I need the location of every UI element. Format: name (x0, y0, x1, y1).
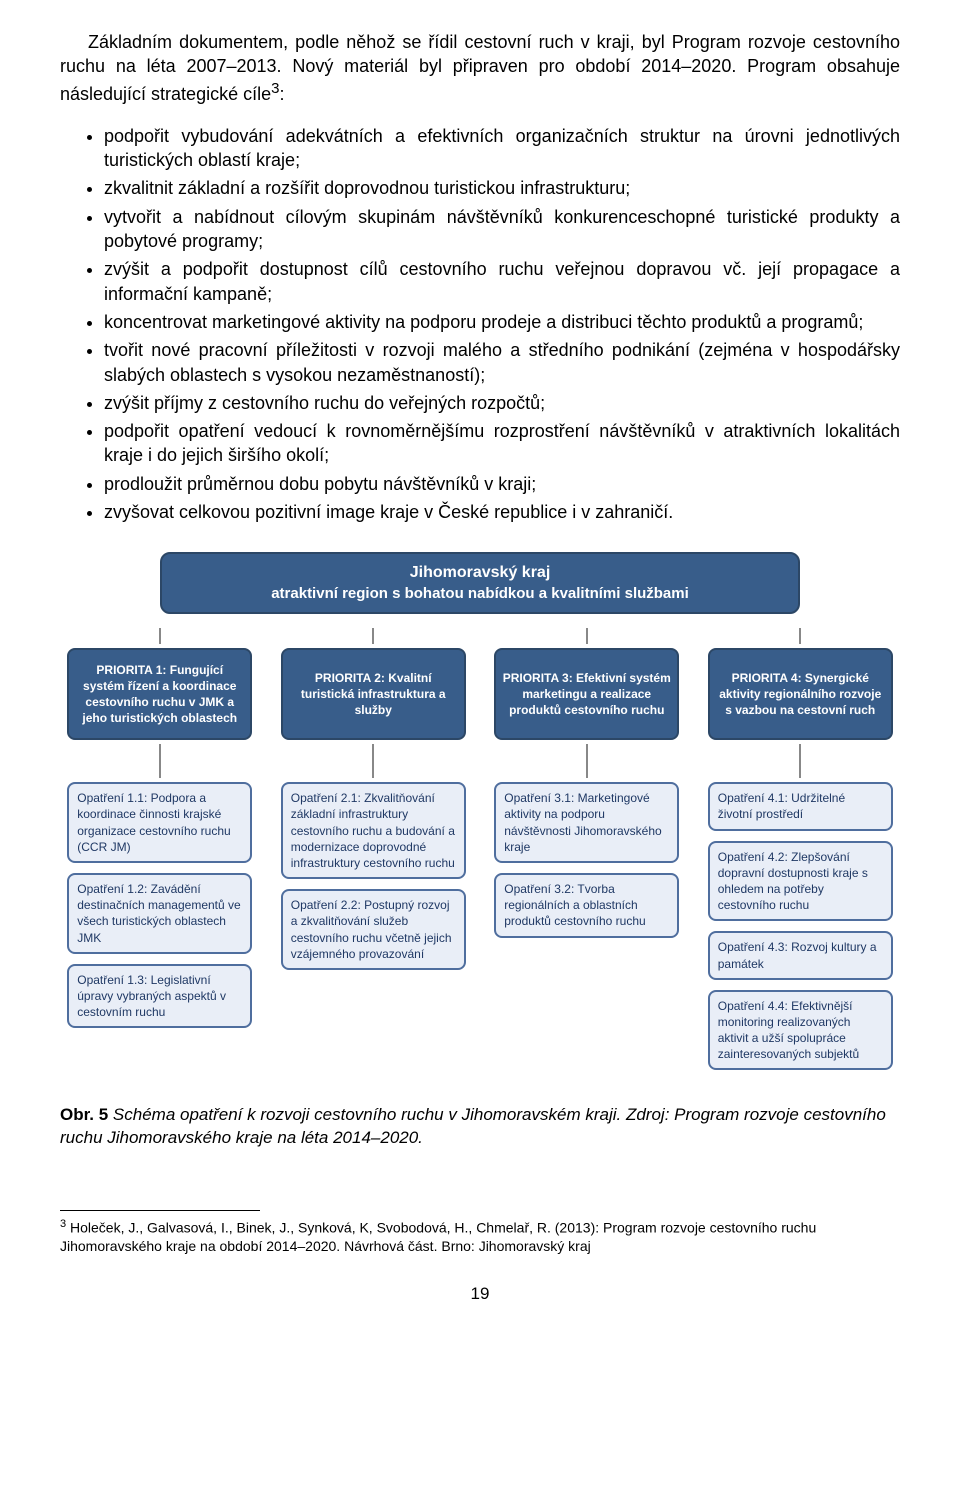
measure-box: Opatření 3.2: Tvorba regionálních a obla… (494, 873, 679, 938)
list-item: zvýšit a podpořit dostupnost cílů cestov… (104, 257, 900, 306)
list-item: vytvořit a nabídnout cílovým skupinám ná… (104, 205, 900, 254)
measure-box: Opatření 2.1: Zkvalitňování základní inf… (281, 782, 466, 879)
measure-box: Opatření 1.1: Podpora a koordinace činno… (67, 782, 252, 863)
list-item: zvyšovat celkovou pozitivní image kraje … (104, 500, 900, 524)
measure-box: Opatření 3.1: Marketingové aktivity na p… (494, 782, 679, 863)
diagram-col-4: PRIORITA 4: Synergické aktivity regionál… (701, 624, 901, 1080)
priority-box: PRIORITA 3: Efektivní systém marketingu … (494, 648, 679, 740)
figure-caption: Obr. 5 Schéma opatření k rozvoji cestovn… (60, 1104, 900, 1150)
list-item: prodloužit průměrnou dobu pobytu návštěv… (104, 472, 900, 496)
connector (372, 628, 374, 644)
measure-box: Opatření 1.3: Legislativní úpravy vybran… (67, 964, 252, 1029)
connector (586, 744, 588, 778)
intro-paragraph: Základním dokumentem, podle něhož se říd… (60, 30, 900, 106)
intro-text-1: Základním dokumentem, podle něhož se říd… (60, 32, 900, 104)
list-item: koncentrovat marketingové aktivity na po… (104, 310, 900, 334)
connector (372, 744, 374, 778)
connector (159, 628, 161, 644)
diagram-header-box: Jihomoravský kraj atraktivní region s bo… (160, 552, 800, 614)
diagram-columns: PRIORITA 1: Fungující systém řízení a ko… (60, 624, 900, 1080)
measure-box: Opatření 4.4: Efektivnější monitoring re… (708, 990, 893, 1071)
priority-box: PRIORITA 1: Fungující systém řízení a ko… (67, 648, 252, 740)
diagram-col-3: PRIORITA 3: Efektivní systém marketingu … (487, 624, 687, 1080)
figure-label: Obr. 5 (60, 1105, 108, 1124)
footnote: 3 Holeček, J., Galvasová, I., Binek, J.,… (60, 1217, 900, 1255)
connector (586, 628, 588, 644)
diagram-col-1: PRIORITA 1: Fungující systém řízení a ko… (60, 624, 260, 1080)
measure-box: Opatření 2.2: Postupný rozvoj a zkvalitň… (281, 889, 466, 970)
diagram-header-line1: Jihomoravský kraj (172, 562, 788, 584)
figure-caption-text: Schéma opatření k rozvoji cestovního ruc… (60, 1105, 886, 1147)
connector (799, 744, 801, 778)
list-item: zvýšit příjmy z cestovního ruchu do veře… (104, 391, 900, 415)
measure-box: Opatření 1.2: Zavádění destinačních mana… (67, 873, 252, 954)
diagram-header-line2: atraktivní region s bohatou nabídkou a k… (172, 584, 788, 604)
list-item: podpořit vybudování adekvátních a efekti… (104, 124, 900, 173)
measure-box: Opatření 4.2: Zlepšování dopravní dostup… (708, 841, 893, 922)
diagram-col-2: PRIORITA 2: Kvalitní turistická infrastr… (274, 624, 474, 1080)
footnote-rule (60, 1210, 260, 1211)
connector (159, 744, 161, 778)
list-item: zkvalitnit základní a rozšířit doprovodn… (104, 176, 900, 200)
page-number: 19 (60, 1283, 900, 1306)
intro-text-tail: : (279, 84, 284, 104)
priority-box: PRIORITA 2: Kvalitní turistická infrastr… (281, 648, 466, 740)
connector (799, 628, 801, 644)
priority-box: PRIORITA 4: Synergické aktivity regionál… (708, 648, 893, 740)
measure-box: Opatření 4.1: Udržitelné životní prostře… (708, 782, 893, 830)
footnote-text: Holeček, J., Galvasová, I., Binek, J., S… (60, 1220, 816, 1254)
list-item: podpořit opatření vedoucí k rovnoměrnějš… (104, 419, 900, 468)
list-item: tvořit nové pracovní příležitosti v rozv… (104, 338, 900, 387)
strategic-goals-list: podpořit vybudování adekvátních a efekti… (60, 124, 900, 524)
diagram: Jihomoravský kraj atraktivní region s bo… (60, 552, 900, 1080)
measure-box: Opatření 4.3: Rozvoj kultury a památek (708, 931, 893, 979)
